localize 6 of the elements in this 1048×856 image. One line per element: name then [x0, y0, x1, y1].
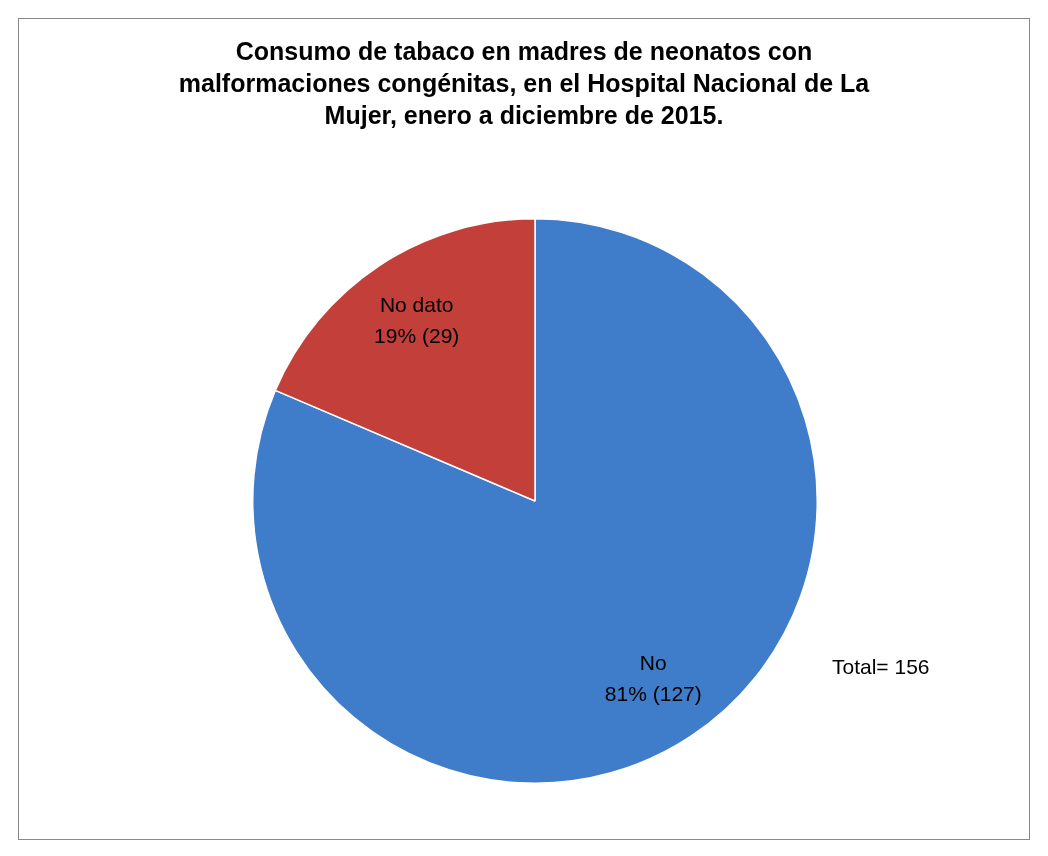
slice-label: No [639, 651, 667, 675]
text: Total= 156 [832, 655, 930, 679]
data-label: 19% (29) [374, 324, 460, 348]
slice-label: No dato [379, 293, 454, 317]
data-label: 81% (127) [604, 682, 702, 706]
chart-title: Consumo de tabaco en madres de neonatos con malformaciones congénitas, en el Hospital Nacional de La Mujer, enero a diciembre de 2015. [177, 36, 871, 131]
